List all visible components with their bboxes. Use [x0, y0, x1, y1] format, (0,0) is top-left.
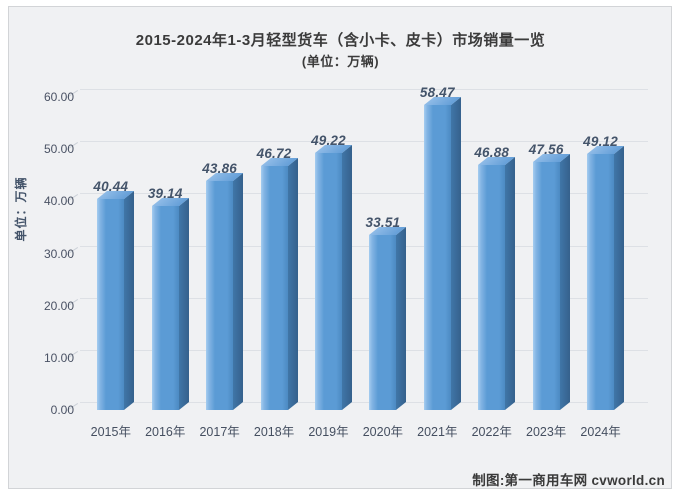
x-axis-label: 2018年: [253, 425, 295, 439]
bar-value-label: 46.88: [474, 145, 510, 161]
gridline-20.00: [80, 297, 648, 299]
bar-2015年: [97, 199, 125, 410]
x-axis-label: 2017年: [199, 425, 240, 439]
bar-side-face: [124, 191, 135, 410]
bar-2018年: [260, 166, 288, 410]
bar-side-face: [178, 197, 189, 410]
y-axis-tick-label: 10.00: [43, 350, 74, 365]
gridline-0.00: [80, 402, 648, 403]
x-axis-label: 2016年: [145, 425, 186, 439]
bar-side-face: [287, 158, 298, 410]
chart-title: 2015-2024年1-3月轻型货车（含小卡、皮卡）市场销量一览: [135, 32, 546, 49]
gridline-60.00: [80, 89, 648, 90]
bar-2021年: [423, 104, 451, 410]
x-axis-label: 2020年: [362, 425, 404, 439]
x-axis-label: 2024年: [580, 425, 621, 439]
x-axis-label: 2023年: [526, 425, 567, 439]
bar-value-label: 58.47: [419, 84, 455, 100]
x-axis-label: 2015年: [90, 425, 131, 439]
x-axis-label: 2021年: [417, 425, 458, 439]
bar-2016年: [151, 205, 179, 410]
y-axis-tick-label: 0.00: [50, 403, 74, 417]
bar-2022年: [478, 165, 506, 410]
bar-side-face: [505, 157, 516, 410]
x-axis-label: 2019年: [308, 425, 349, 439]
bar-value-label: 39.14: [147, 185, 183, 201]
y-axis-tick-label: 50.00: [43, 142, 74, 157]
bar-value-label: 49.12: [583, 133, 618, 149]
x-axis-label: 2022年: [471, 425, 512, 439]
bar-side-face: [341, 145, 352, 410]
y-axis-tick-label: 60.00: [43, 90, 74, 104]
y-axis-tick-label: 20.00: [43, 298, 74, 313]
credit-text: 制图:第一商用车网 cvworld.cn: [472, 473, 665, 488]
bar-2024年: [587, 153, 615, 410]
chart-subtitle: (单位：万辆): [301, 54, 380, 69]
gridline-40.00: [80, 193, 648, 195]
bar-side-face: [559, 153, 570, 410]
bar-side-face: [396, 227, 407, 410]
bar-side-face: [450, 96, 461, 410]
bar-2017年: [206, 181, 234, 410]
bar-value-label: 49.22: [311, 133, 346, 149]
gridline-50.00: [80, 141, 648, 143]
bar-side-face: [614, 145, 625, 410]
y-axis-tick-label: 40.00: [43, 194, 74, 209]
gridline-10.00: [80, 349, 648, 351]
bar-value-label: 33.51: [365, 215, 401, 231]
y-axis-tick-label: 30.00: [43, 246, 74, 261]
bar-side-face: [233, 173, 244, 410]
bar-value-label: 43.86: [202, 161, 238, 177]
bar-value-label: 47.56: [528, 141, 564, 157]
bar-2019年: [314, 153, 342, 410]
bar-2020年: [369, 235, 397, 410]
bar-value-label: 40.44: [93, 179, 129, 195]
gridline-30.00: [80, 245, 648, 247]
bar-value-label: 46.72: [256, 146, 292, 162]
bar-2023年: [532, 161, 560, 410]
